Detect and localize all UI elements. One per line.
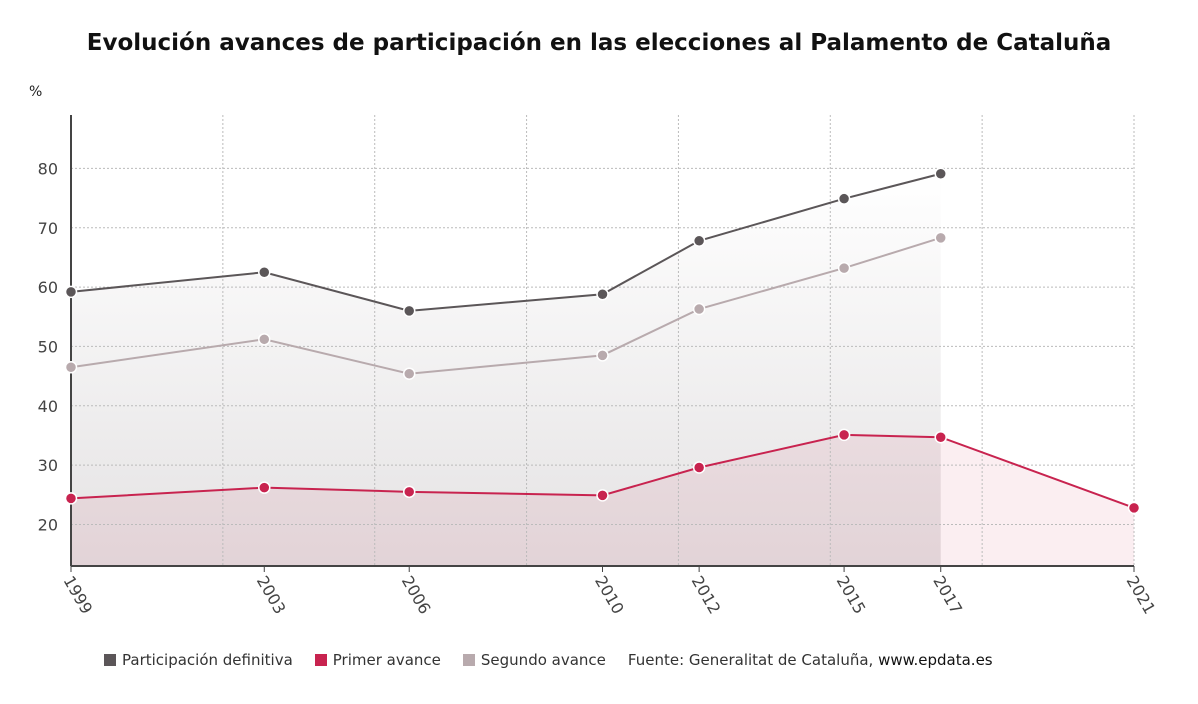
x-tick-label: 2003 [253, 573, 290, 618]
y-tick-label: 30 [38, 456, 58, 475]
y-tick-label: 50 [38, 337, 58, 356]
data-point [402, 367, 416, 380]
series-line-1 [70, 433, 1135, 509]
y-tick-label: 40 [38, 397, 58, 416]
y-tick-label: 80 [38, 159, 58, 178]
data-point [64, 492, 78, 505]
data-point [596, 287, 609, 301]
x-tick-label: 2015 [833, 573, 870, 618]
legend-swatch [462, 654, 475, 666]
data-point [692, 234, 706, 248]
legend-item-primer: Primer avance [314, 651, 441, 669]
legend-swatch [104, 654, 116, 666]
x-tick-label: 2012 [688, 573, 725, 618]
data-point [692, 302, 706, 316]
data-point [837, 192, 851, 205]
data-point [934, 167, 947, 180]
data-point [934, 231, 947, 245]
x-tick-label: 2010 [591, 573, 628, 618]
y-tick-label: 60 [38, 278, 58, 297]
x-tick-label: 2021 [1123, 573, 1160, 618]
x-tick-label: 1999 [60, 573, 97, 618]
data-point [64, 285, 78, 299]
x-tick-label: 2006 [398, 573, 435, 618]
data-point [837, 428, 851, 442]
source-note: Fuente: Generalitat de Cataluña, www.epd… [628, 651, 993, 669]
data-point [258, 481, 271, 494]
data-point [692, 461, 706, 474]
data-point [258, 333, 271, 346]
y-axis-label: % [29, 84, 43, 100]
area-definitiva [71, 173, 941, 566]
y-tick-label: 70 [38, 219, 58, 238]
data-point [596, 349, 609, 362]
data-point [402, 485, 416, 499]
legend-label: Participación definitiva [122, 651, 293, 669]
data-point [837, 261, 851, 275]
legend-item-definitiva: Participación definitiva [104, 651, 293, 669]
data-point [64, 360, 78, 374]
source-link[interactable]: www.epdata.es [878, 651, 993, 669]
data-point [934, 430, 947, 444]
chart-title: Evolución avances de participación en la… [86, 30, 1112, 56]
source-text: Fuente: Generalitat de Cataluña, [627, 651, 879, 669]
data-point [402, 304, 416, 318]
legend: Participación definitiva Primer avance S… [104, 651, 993, 669]
x-tick-label: 2017 [929, 573, 966, 618]
data-point [1127, 501, 1141, 515]
y-tick-label: 20 [38, 515, 58, 534]
legend-label: Primer avance [332, 651, 441, 669]
data-point [258, 266, 271, 279]
data-point [596, 489, 609, 502]
legend-item-segundo: Segundo avance [462, 651, 606, 669]
legend-swatch [314, 654, 327, 666]
legend-label: Segundo avance [480, 651, 606, 669]
